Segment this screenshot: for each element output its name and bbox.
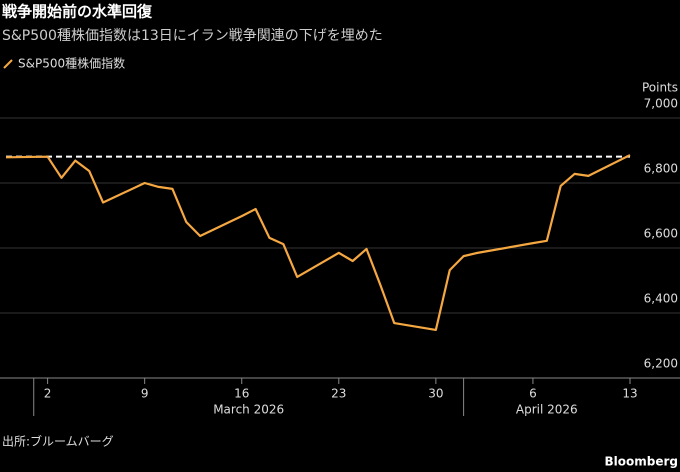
chart-title: 戦争開始前の水準回復 <box>2 3 153 21</box>
x-tick-label: 9 <box>141 387 149 401</box>
y-tick-label: 7,000 <box>644 97 678 111</box>
month-label: March 2026 <box>213 403 284 417</box>
x-tick-label: 23 <box>331 387 346 401</box>
legend-swatch <box>3 59 13 69</box>
x-tick-label: 16 <box>234 387 249 401</box>
x-tick-label: 2 <box>44 387 52 401</box>
x-tick-label: 13 <box>622 387 637 401</box>
y-axis-label: Points <box>642 81 678 95</box>
month-label: April 2026 <box>516 403 578 417</box>
legend-label: S&P500種株価指数 <box>18 56 125 71</box>
y-tick-label: 6,200 <box>644 357 678 371</box>
y-tick-label: 6,400 <box>644 292 678 306</box>
y-tick-label: 6,800 <box>644 162 678 176</box>
brand: Bloomberg <box>605 455 679 469</box>
x-tick-label: 30 <box>428 387 443 401</box>
chart-subtitle: S&P500種株価指数は13日にイラン戦争関連の下げを埋めた <box>2 28 383 44</box>
y-tick-label: 6,600 <box>644 227 678 241</box>
source: 出所:ブルームバーグ <box>2 434 114 449</box>
x-tick-label: 6 <box>529 387 537 401</box>
series-line <box>5 154 631 331</box>
